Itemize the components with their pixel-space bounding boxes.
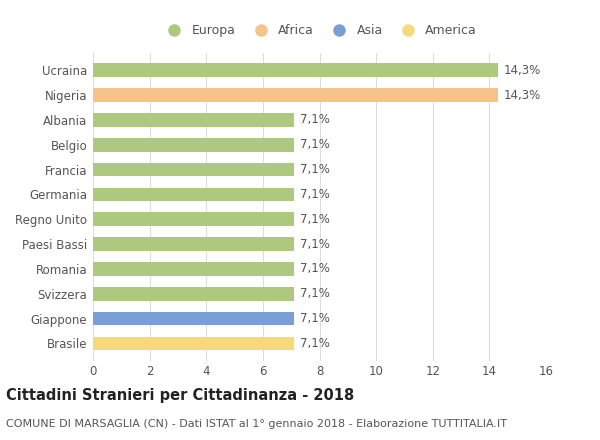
Bar: [93, 287, 294, 301]
Legend: Europa, Africa, Asia, America: Europa, Africa, Asia, America: [157, 19, 482, 42]
Text: 7,1%: 7,1%: [299, 138, 329, 151]
Bar: [93, 262, 294, 276]
Bar: [93, 88, 498, 102]
Text: 7,1%: 7,1%: [299, 287, 329, 300]
Text: 7,1%: 7,1%: [299, 337, 329, 350]
Bar: [93, 237, 294, 251]
Text: 14,3%: 14,3%: [503, 88, 541, 102]
Text: 7,1%: 7,1%: [299, 163, 329, 176]
Text: COMUNE DI MARSAGLIA (CN) - Dati ISTAT al 1° gennaio 2018 - Elaborazione TUTTITAL: COMUNE DI MARSAGLIA (CN) - Dati ISTAT al…: [6, 419, 507, 429]
Bar: [93, 63, 498, 77]
Text: 7,1%: 7,1%: [299, 312, 329, 325]
Bar: [93, 163, 294, 176]
Bar: [93, 213, 294, 226]
Bar: [93, 113, 294, 127]
Text: Cittadini Stranieri per Cittadinanza - 2018: Cittadini Stranieri per Cittadinanza - 2…: [6, 389, 354, 403]
Bar: [93, 312, 294, 326]
Text: 14,3%: 14,3%: [503, 64, 541, 77]
Text: 7,1%: 7,1%: [299, 262, 329, 275]
Bar: [93, 138, 294, 151]
Bar: [93, 187, 294, 201]
Text: 7,1%: 7,1%: [299, 188, 329, 201]
Text: 7,1%: 7,1%: [299, 213, 329, 226]
Bar: [93, 337, 294, 350]
Text: 7,1%: 7,1%: [299, 114, 329, 126]
Text: 7,1%: 7,1%: [299, 238, 329, 250]
